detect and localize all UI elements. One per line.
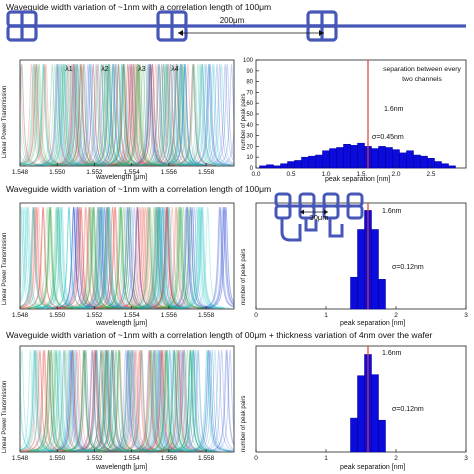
histogram-bar: [351, 418, 358, 452]
histogram-bar: [400, 153, 407, 168]
hist-b-mean-label: 1.6nm: [382, 208, 401, 215]
x-tick-label: 1.558: [198, 312, 215, 319]
hist-c-mean-label: 1.6nm: [382, 350, 401, 357]
x-tick-label: 3: [464, 312, 468, 319]
histogram-bar: [281, 164, 288, 168]
hist-a-ylabel: number of peak pairs: [241, 94, 247, 150]
hist-c-xlabel: peak separation [nm]: [340, 464, 405, 471]
spectrum-c-xlabel: wavelength [μm]: [96, 464, 147, 471]
x-tick-label: 1: [324, 312, 328, 319]
histogram-bar: [449, 166, 456, 168]
x-tick-label: 1.552: [86, 312, 103, 319]
x-tick-label: 1.556: [161, 455, 178, 462]
channel-label-2: λ2: [101, 66, 109, 73]
x-tick-label: 1.558: [198, 169, 215, 176]
histogram-bar: [295, 160, 302, 168]
histogram-bar: [379, 146, 386, 168]
x-tick-label: 2: [394, 312, 398, 319]
x-tick-label: 3: [464, 455, 468, 462]
y-tick-label: 80: [246, 80, 253, 86]
x-tick-label: 0: [254, 312, 258, 319]
histogram-bar: [344, 144, 351, 168]
x-tick-label: 1.548: [12, 455, 29, 462]
histogram-bar: [358, 376, 365, 452]
y-tick-label: 70: [246, 90, 253, 96]
x-tick-label: 1.556: [161, 169, 178, 176]
x-tick-label: 0: [254, 455, 258, 462]
x-tick-label: 1.556: [161, 312, 178, 319]
y-tick-label: 90: [246, 69, 253, 75]
histogram-bar: [351, 145, 358, 168]
spectrum-panel-2: [0, 350, 252, 451]
histogram-bar: [302, 157, 309, 168]
y-tick-label: 40: [246, 123, 253, 129]
x-tick-label: 2.0: [391, 171, 400, 178]
histogram-bar: [330, 149, 337, 168]
channel-label-1: λ1: [65, 66, 73, 73]
spectrum-a-ylabel: Linear Power Transmission: [2, 86, 8, 158]
histogram-bar: [260, 166, 267, 168]
histogram-bar: [358, 143, 365, 168]
x-tick-label: 1.552: [86, 455, 103, 462]
x-tick-label: 0.5: [286, 171, 295, 178]
spectrum-b-xlabel: wavelength [μm]: [96, 320, 147, 327]
histogram-bar: [316, 155, 323, 168]
spectrum-b-ylabel: Linear Power Transmission: [2, 233, 8, 305]
hist-b-ylabel: number of peak pairs: [241, 249, 247, 305]
x-tick-label: 1: [324, 455, 328, 462]
histogram-bar: [274, 166, 281, 168]
y-tick-label: 60: [246, 101, 253, 107]
y-tick-label: 100: [243, 58, 254, 64]
spectrum-panel-0: [0, 64, 259, 165]
y-tick-label: 50: [246, 112, 253, 118]
hist-a-xlabel: peak separation [nm]: [325, 176, 390, 183]
histogram-bar: [372, 375, 379, 452]
x-tick-label: 2.5: [426, 171, 435, 178]
hist-c-ylabel: number of peak pairs: [241, 396, 247, 452]
histogram-bar: [414, 155, 421, 168]
x-tick-label: 1.548: [12, 169, 29, 176]
y-tick-label: 10: [246, 155, 253, 161]
hist-a-sigma-label: σ=0.45nm: [372, 134, 404, 141]
histogram-bar: [309, 156, 316, 168]
x-tick-label: 1.558: [198, 455, 215, 462]
hist-b-xlabel: peak separation [nm]: [340, 320, 405, 327]
histogram-bar: [379, 420, 386, 452]
hist-c-sigma-label: σ=0.12nm: [392, 406, 424, 413]
x-tick-label: 1.550: [49, 455, 66, 462]
channel-label-3: λ3: [138, 66, 146, 73]
schematic-b-dimension-label: 30μm: [310, 213, 329, 222]
histogram-bar: [407, 151, 414, 168]
hist-a-annotation: separation between every two channels: [382, 65, 462, 85]
x-tick-label: 1.550: [49, 312, 66, 319]
spectrum-panel-1: [0, 207, 248, 308]
spectrum-a-xlabel: wavelength [μm]: [96, 174, 147, 181]
y-tick-label: 30: [246, 134, 253, 140]
channel-label-4: λ4: [171, 66, 179, 73]
histogram-bar: [379, 279, 386, 309]
spectrum-c-ylabel: Linear Power Transmission: [2, 381, 8, 453]
histogram-bar: [421, 156, 428, 168]
histogram-bar: [267, 165, 274, 168]
hist-b-sigma-label: σ=0.12nm: [392, 264, 424, 271]
y-tick-label: 20: [246, 144, 253, 150]
histogram-bar: [351, 277, 358, 309]
x-tick-label: 1.548: [12, 312, 29, 319]
histogram-bar: [435, 162, 442, 168]
arrow-head-left: [178, 30, 183, 36]
histogram-bar: [372, 149, 379, 168]
x-tick-label: 0.0: [251, 171, 260, 178]
x-tick-label: 1.550: [49, 169, 66, 176]
x-tick-label: 2: [394, 455, 398, 462]
hist-a-mean-label: 1.6nm: [384, 106, 403, 113]
x-tick-label: 1.554: [124, 455, 141, 462]
histogram-bar: [358, 230, 365, 310]
histogram-bar: [337, 147, 344, 168]
histogram-bar: [386, 147, 393, 168]
histogram-bar: [442, 164, 449, 168]
schematic-a-dimension-label: 200μm: [220, 16, 245, 25]
histogram-bar: [372, 230, 379, 310]
x-tick-label: 1.554: [124, 312, 141, 319]
